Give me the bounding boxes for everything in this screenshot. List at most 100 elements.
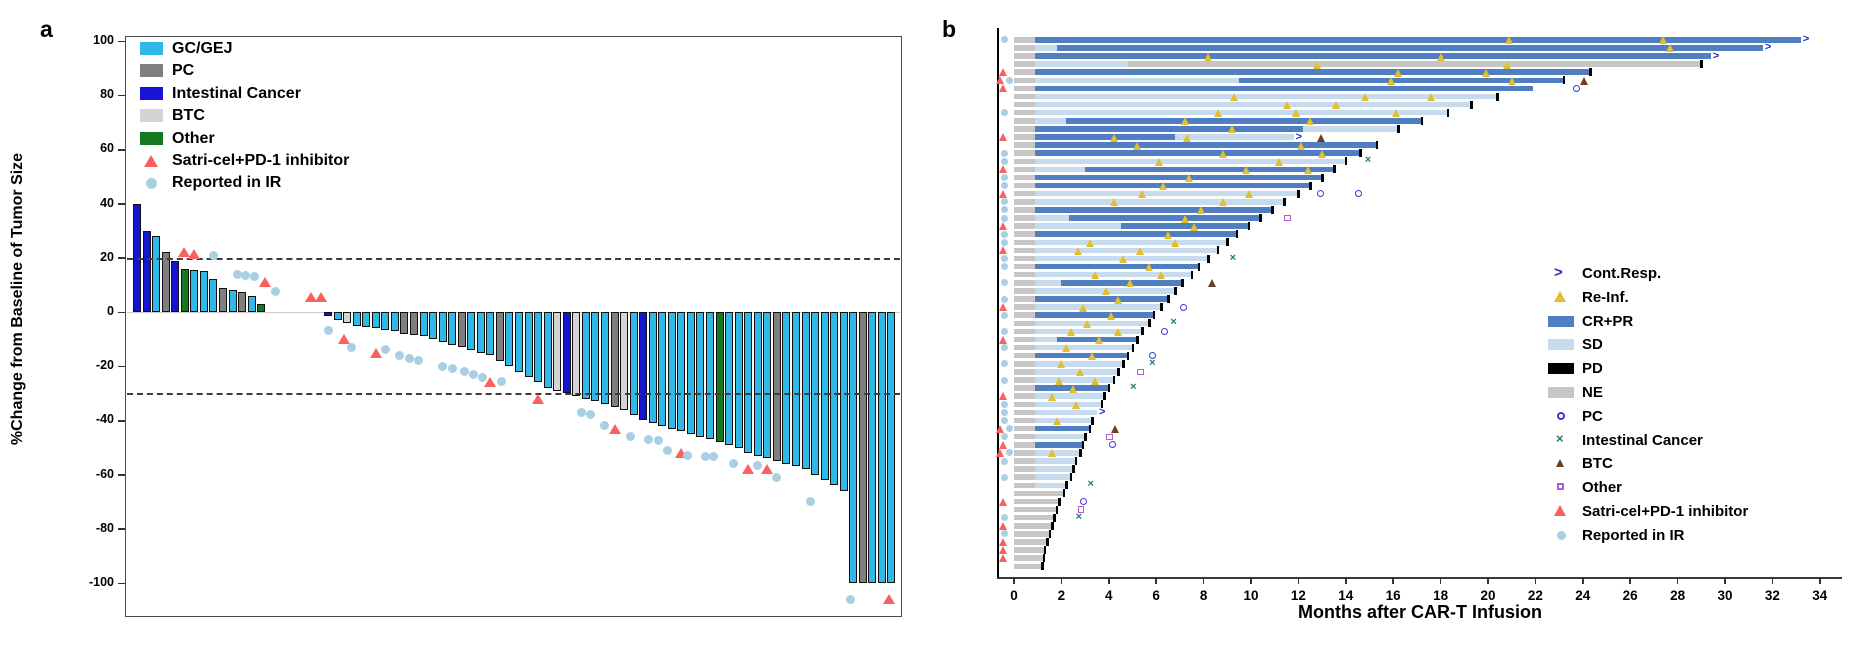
x-tick-mark [1060, 577, 1063, 584]
swimmer-ne-segment [1014, 182, 1036, 189]
swimmer-ne-segment [1014, 126, 1036, 132]
re-infusion-marker [1296, 141, 1305, 150]
y-tick-mark [118, 528, 125, 531]
legend-triangle-icon [1554, 505, 1566, 516]
satri-pd1-marker [315, 292, 328, 303]
legend-label: PD [1582, 360, 1603, 378]
tumor-change-bar [696, 312, 705, 437]
pd-end-tick [1152, 311, 1156, 320]
x-tick-label: 28 [1670, 588, 1686, 603]
swimmer-y-axis-line [997, 28, 999, 578]
re-infusion-marker [1218, 149, 1227, 158]
pd-end-tick [1375, 141, 1379, 150]
waterfall-plot-frame [125, 36, 902, 617]
y-tick-label: 80 [100, 87, 114, 102]
legend-swatch-btc [140, 109, 163, 123]
legend-swatch-pc [140, 64, 163, 78]
tumor-change-bar [830, 312, 839, 486]
pd-end-tick [1190, 270, 1194, 279]
swimmer-cr-segment [1035, 182, 1311, 189]
satri-pd1-marker [999, 497, 1007, 506]
swimmer-ne-segment [1014, 401, 1036, 408]
swimmer-sd-segment [1035, 223, 1121, 229]
tumor-change-bar [820, 312, 829, 481]
re-infusion-marker [1282, 101, 1291, 110]
x-tick-mark [1013, 577, 1015, 584]
swimmer-ne-segment [1035, 514, 1055, 521]
legend-label: Satri-cel+PD-1 inhibitor [1582, 503, 1749, 520]
swimmer-ne-segment [1014, 409, 1036, 416]
btc-marker [1317, 133, 1326, 142]
reported-in-ir-marker [323, 326, 333, 336]
swimmer-ne-segment [1014, 109, 1036, 116]
satri-pd1-marker [484, 377, 497, 388]
pc-marker [1355, 190, 1363, 198]
continuing-response-arrow: > [1764, 41, 1772, 54]
tumor-change-bar [448, 312, 457, 345]
tumor-change-bar [161, 252, 170, 312]
swimmer-ne-segment [1014, 101, 1036, 108]
x-tick-mark [1155, 577, 1158, 584]
tumor-change-bar [133, 203, 141, 312]
pc-marker [1108, 441, 1116, 449]
tumor-change-bar [152, 236, 161, 312]
legend-ir-dot-icon [146, 178, 157, 190]
reported-in-ir-marker [1001, 360, 1008, 368]
y-tick-label: -20 [95, 358, 114, 373]
swimmer-sd-segment [1035, 215, 1069, 221]
swimmer-cr-segment [1035, 352, 1128, 359]
y-tick-mark [118, 365, 125, 368]
swimmer-ne-segment [1014, 134, 1036, 140]
reported-in-ir-marker [1001, 157, 1008, 165]
pd-end-tick [1084, 432, 1087, 441]
swimmer-sd-segment [1035, 417, 1093, 424]
x-tick-label: 16 [1385, 588, 1401, 603]
x-tick-label: 12 [1290, 588, 1306, 603]
satri-pd1-marker [258, 277, 271, 288]
x-tick-label: 4 [1105, 588, 1113, 603]
reported-in-ir-marker [663, 445, 673, 455]
tumor-change-bar [247, 295, 256, 312]
re-infusion-marker [1306, 117, 1315, 126]
tumor-change-bar [419, 312, 428, 337]
reported-in-ir-marker [709, 452, 719, 462]
legend-label: Intestinal Cancer [1582, 431, 1703, 449]
satri-pd1-marker [999, 554, 1007, 563]
reported-in-ir-marker [1001, 230, 1008, 238]
pc-marker [1317, 190, 1325, 198]
y-tick-mark [118, 419, 125, 422]
reported-in-ir-marker [1001, 206, 1008, 214]
reported-in-ir-marker [347, 342, 357, 352]
swimmer-cr-segment [1035, 85, 1534, 92]
y-tick-mark [118, 257, 125, 260]
swimmer-ne-segment [1014, 320, 1036, 327]
pd-end-tick [1091, 416, 1094, 425]
pd-end-tick [1396, 124, 1400, 133]
re-infusion-marker [1190, 222, 1199, 231]
swimmer-sd-segment [1035, 77, 1240, 84]
re-infusion-marker [1185, 174, 1194, 182]
swimmer-ne-segment [1014, 328, 1036, 335]
re-infusion-marker [1076, 368, 1085, 377]
reported-in-ir-marker [729, 459, 739, 469]
reported-in-ir-marker [438, 361, 448, 371]
tumor-change-bar [591, 312, 600, 402]
swimmer-ne-segment [1035, 555, 1044, 561]
other-cancer-marker [1077, 506, 1085, 513]
swimmer-ne-segment [1035, 531, 1050, 537]
swimmer-ne-segment [1014, 369, 1036, 375]
x-tick-mark [1250, 577, 1252, 584]
legend-cont-resp-arrow-icon: > [1554, 264, 1563, 281]
x-tick-label: 6 [1152, 588, 1160, 603]
reported-in-ir-marker [232, 269, 242, 279]
tumor-change-bar [581, 312, 590, 399]
re-infusion-marker [1126, 279, 1135, 288]
tumor-change-bar [381, 312, 390, 330]
tumor-change-bar [209, 279, 218, 312]
swimmer-sd-segment [1035, 45, 1057, 51]
tumor-change-bar [677, 312, 686, 432]
swimmer-sd-segment [1303, 126, 1398, 132]
pd-end-tick [1321, 173, 1324, 182]
re-infusion-marker [1055, 376, 1064, 385]
swimmer-sd-segment [1035, 118, 1067, 124]
